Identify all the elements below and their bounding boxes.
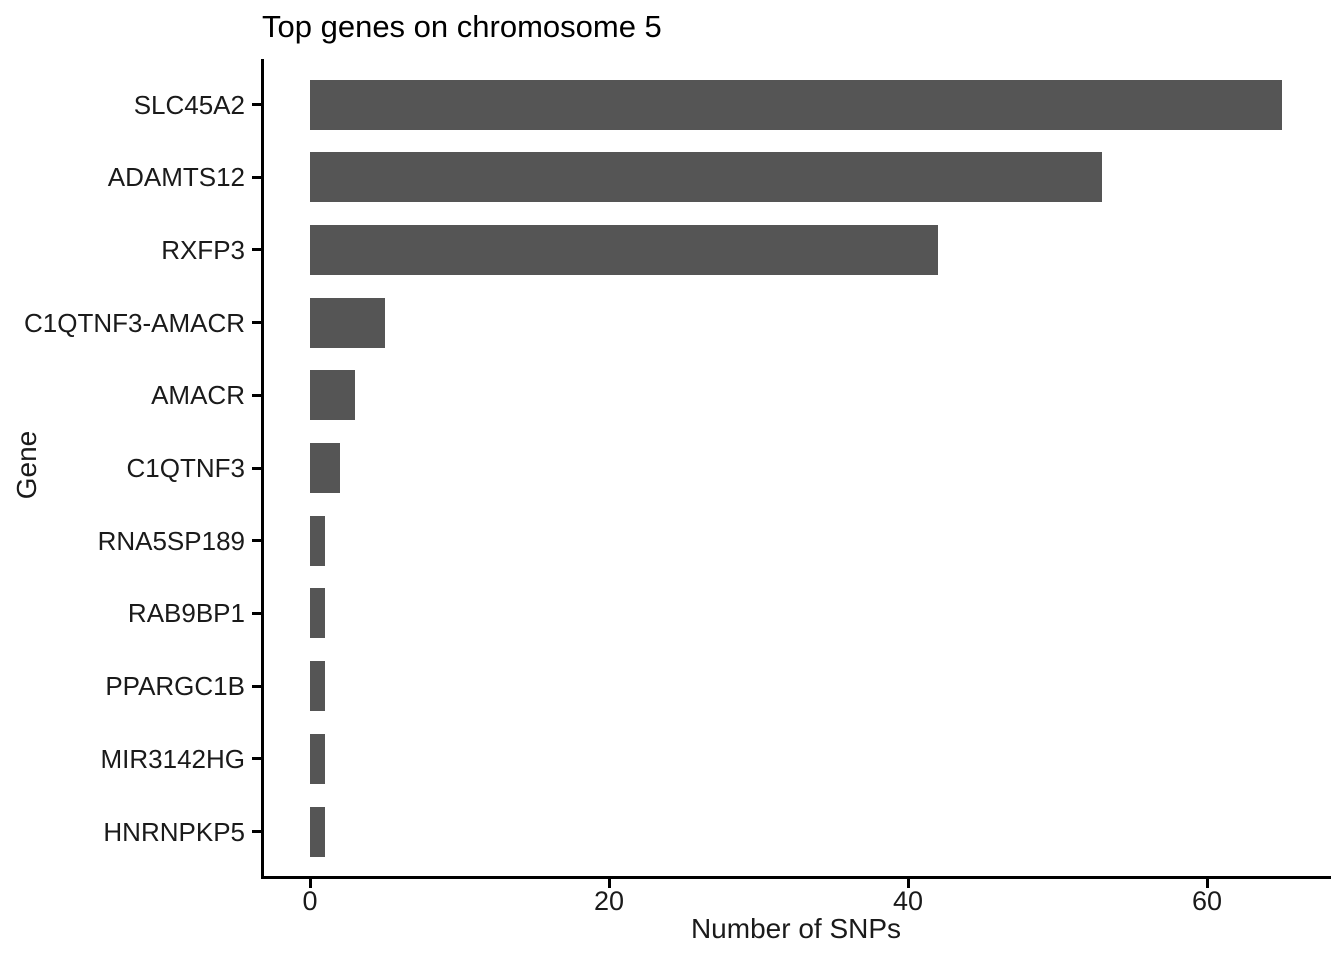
- y-tick: [252, 830, 261, 833]
- bar-mir3142hg: [310, 733, 325, 784]
- y-tick: [252, 611, 261, 615]
- gene-label-mir3142hg: MIR3142HG: [100, 743, 246, 774]
- bar-rxfp3: [310, 224, 938, 275]
- x-tick-label-60: 60: [1191, 886, 1223, 916]
- gene-label-hnrnpkp5: HNRNPKP5: [103, 816, 245, 847]
- x-tick: [308, 879, 312, 888]
- x-tick: [1205, 879, 1209, 888]
- bar-hnrnpkp5: [310, 806, 325, 857]
- gene-label-rna5sp189: RNA5SP189: [97, 525, 245, 556]
- gene-label-rxfp3: RXFP3: [161, 234, 245, 265]
- gene-label-c1qtnf3-amacr: C1QTNF3-AMACR: [23, 307, 245, 338]
- y-tick: [252, 684, 261, 688]
- bar-rna5sp189: [310, 515, 325, 566]
- gene-label-rab9bp1: RAB9BP1: [127, 598, 245, 629]
- bar-c1qtnf3-amacr: [310, 297, 385, 348]
- chart-title: Top genes on chromosome 5: [262, 9, 662, 44]
- y-tick: [252, 321, 261, 325]
- bar-amacr: [310, 370, 355, 421]
- bar-c1qtnf3: [310, 443, 340, 493]
- y-tick: [252, 175, 261, 179]
- bar-slc45a2: [310, 79, 1282, 130]
- y-tick: [252, 103, 261, 106]
- x-tick: [906, 879, 910, 888]
- bar-ppargc1b: [310, 661, 325, 712]
- y-tick: [252, 757, 261, 761]
- x-tick: [607, 879, 611, 888]
- x-tick-label-40: 40: [892, 886, 924, 916]
- x-tick-label-0: 0: [302, 886, 318, 916]
- x-tick-label-20: 20: [593, 886, 625, 916]
- gene-label-slc45a2: SLC45A2: [133, 89, 245, 120]
- y-tick: [252, 248, 261, 252]
- bar-adamts12: [310, 152, 1103, 203]
- gene-label-ppargc1b: PPARGC1B: [105, 671, 245, 702]
- gene-label-amacr: AMACR: [151, 380, 245, 411]
- gene-label-adamts12: ADAMTS12: [107, 162, 245, 193]
- y-axis-line: [261, 59, 264, 879]
- x-axis-line: [261, 876, 1331, 879]
- y-tick: [252, 393, 261, 397]
- gene-label-c1qtnf3: C1QTNF3: [126, 453, 245, 483]
- bar-rab9bp1: [310, 588, 325, 639]
- y-tick: [252, 539, 261, 543]
- y-tick: [252, 466, 261, 470]
- x-axis-title: Number of SNPs: [690, 913, 902, 944]
